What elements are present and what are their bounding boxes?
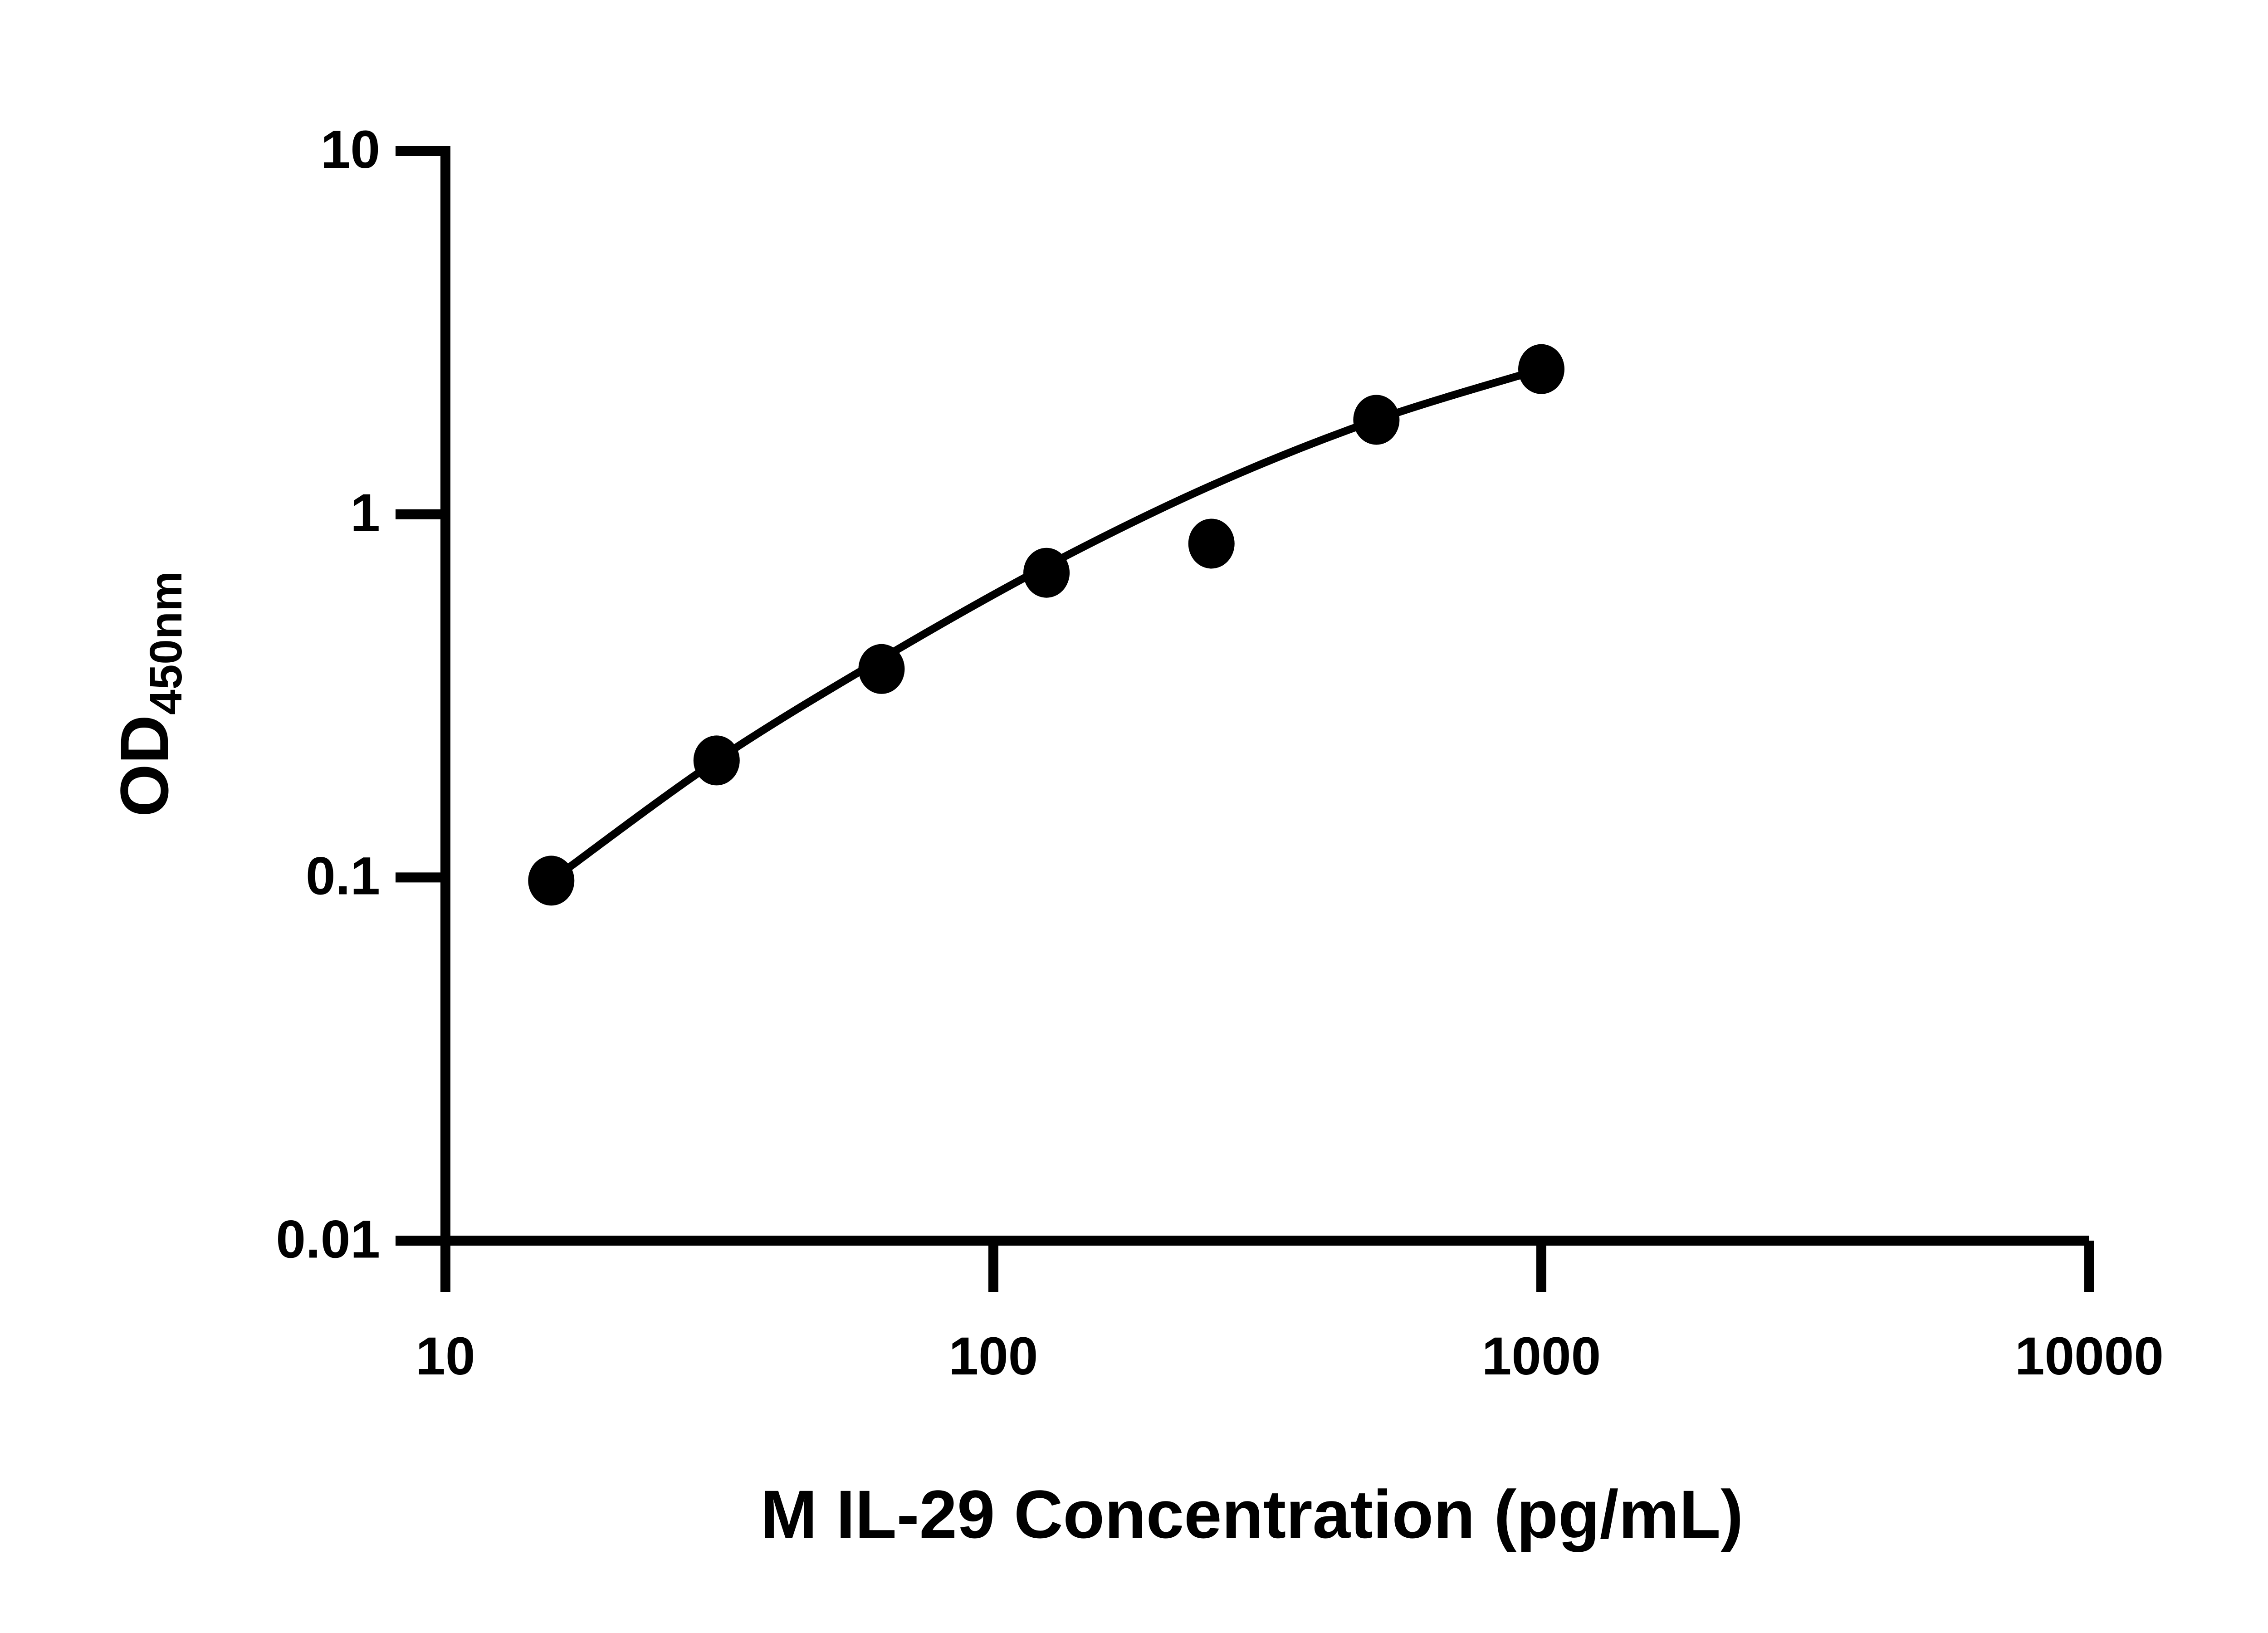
x-axis-ticks bbox=[440, 1241, 2094, 1292]
standard-curve-line bbox=[547, 365, 1545, 885]
x-axis-tick-label: 10000 bbox=[2015, 1326, 2164, 1386]
data-point bbox=[1518, 344, 1564, 394]
x-axis-title: M IL-29 Concentration (pg/mL) bbox=[761, 1476, 1744, 1552]
y-axis-title: OD450nm bbox=[106, 571, 191, 817]
y-axis-tick-label: 0.1 bbox=[306, 846, 380, 906]
data-point-markers bbox=[528, 344, 1564, 906]
y-axis-ticks bbox=[396, 146, 445, 1246]
data-point bbox=[1188, 518, 1235, 569]
data-point bbox=[1353, 395, 1400, 445]
data-point bbox=[693, 735, 740, 786]
y-axis-tick-labels: 10 1 0.1 0.01 bbox=[276, 120, 380, 1269]
x-axis-tick-label: 100 bbox=[949, 1326, 1038, 1386]
y-axis-tick-label: 10 bbox=[321, 120, 380, 180]
y-axis-tick-label: 1 bbox=[350, 483, 380, 543]
x-axis-tick-labels: 10 100 1000 10000 bbox=[415, 1326, 2164, 1386]
x-axis-tick-label: 1000 bbox=[1482, 1326, 1601, 1386]
x-axis-tick-label: 10 bbox=[415, 1326, 475, 1386]
data-point bbox=[858, 644, 905, 694]
y-axis-tick-label: 0.01 bbox=[276, 1209, 380, 1269]
data-point bbox=[528, 856, 575, 906]
data-point bbox=[1023, 548, 1070, 598]
